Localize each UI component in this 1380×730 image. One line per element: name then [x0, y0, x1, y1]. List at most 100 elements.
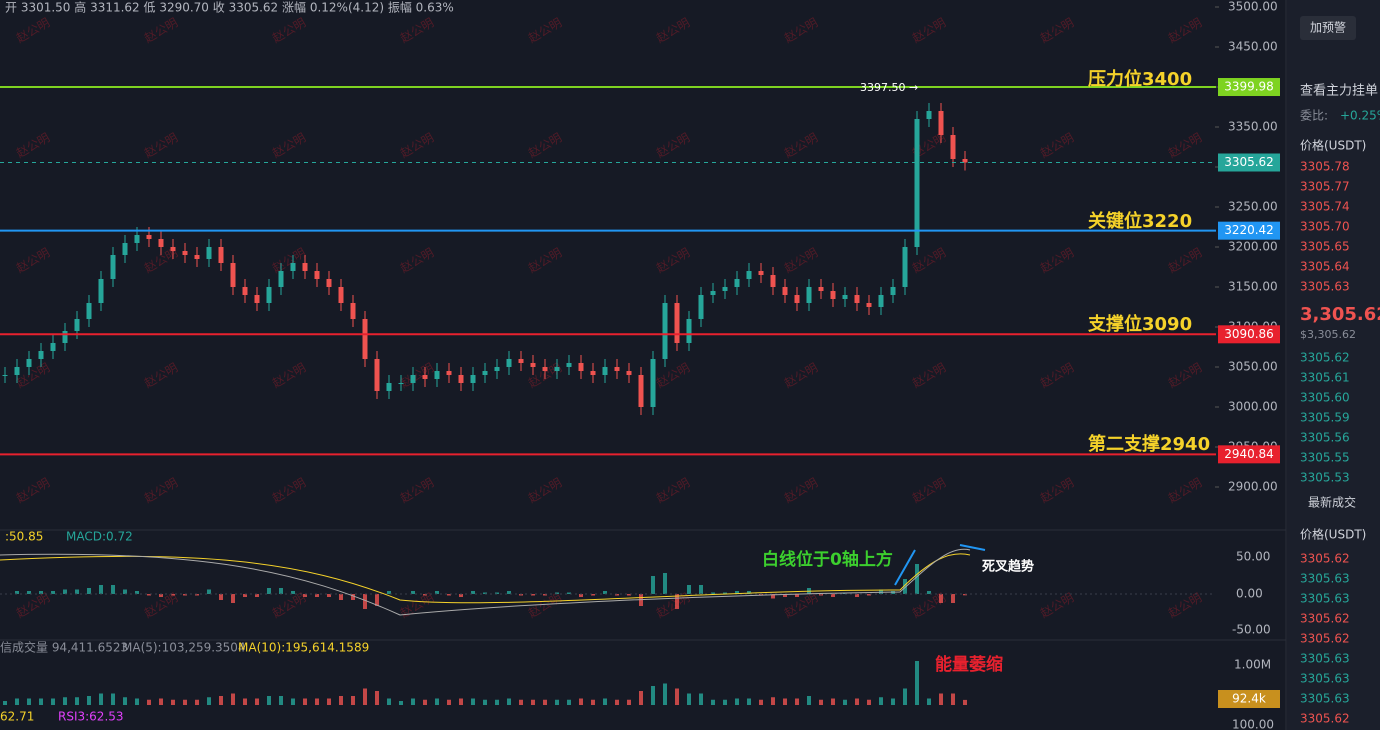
macd-bar — [51, 591, 55, 594]
bid-price: 3305.62 — [1300, 351, 1350, 365]
candle — [638, 375, 644, 407]
macd-bar — [543, 594, 547, 596]
vol-box — [1218, 690, 1280, 708]
candle — [146, 235, 152, 239]
macd-bar — [519, 594, 523, 596]
volume-bar — [519, 699, 523, 705]
candle — [722, 287, 728, 291]
volume-bar — [459, 698, 463, 705]
candle — [182, 251, 188, 255]
candle — [914, 119, 920, 247]
level-label: 3399.98 — [1224, 80, 1274, 94]
vol-ma10: MA(10):195,614.1589 — [238, 641, 369, 655]
macd-bar — [711, 592, 715, 594]
macd-bar — [507, 591, 511, 594]
macd-bar — [663, 573, 667, 594]
macd-bar — [111, 585, 115, 594]
volume-bar — [3, 701, 7, 705]
candle — [50, 343, 56, 351]
macd-bar — [279, 588, 283, 594]
volume-bar — [159, 698, 163, 705]
volume-bar — [219, 696, 223, 705]
macd-bar — [591, 594, 595, 596]
candle — [542, 367, 548, 371]
candle — [290, 263, 296, 271]
candle — [254, 295, 260, 303]
candle — [590, 371, 596, 375]
volume-bar — [111, 693, 115, 705]
rsi1: 62.71 — [0, 710, 34, 724]
volume-bar — [183, 699, 187, 705]
volume-bar — [171, 699, 175, 705]
volume-bar — [447, 699, 451, 705]
bid-price: 3305.61 — [1300, 371, 1350, 385]
volume-bar — [939, 693, 943, 705]
volume-bar — [699, 693, 703, 705]
candle — [518, 359, 524, 363]
volume-bar — [675, 688, 679, 705]
volume-bar — [279, 696, 283, 705]
alert-button[interactable] — [1300, 16, 1356, 40]
macd-bar — [387, 591, 391, 594]
ask-price: 3305.78 — [1300, 160, 1350, 174]
candle — [386, 383, 392, 391]
macd-bar — [147, 594, 151, 596]
annotation: 能量萎缩 — [935, 654, 1003, 675]
candle — [374, 359, 380, 391]
trades-title: 最新成交 — [1308, 495, 1356, 510]
macd-bar — [795, 594, 799, 597]
macd-bar — [423, 594, 427, 596]
volume-bar — [567, 699, 571, 705]
ask-price: 3305.63 — [1300, 280, 1350, 294]
volume-bar — [723, 699, 727, 705]
candle — [494, 367, 500, 371]
candle — [698, 295, 704, 319]
macd-bar — [339, 594, 343, 600]
macd-bar — [375, 594, 379, 606]
volume-bar — [291, 698, 295, 705]
volume-bar — [783, 698, 787, 705]
macd-bar — [579, 594, 583, 597]
volume-bar — [891, 698, 895, 705]
macd-bar — [771, 594, 775, 599]
macd-bar — [183, 594, 187, 596]
macd-tick: 50.00 — [1236, 550, 1270, 564]
main-orders[interactable]: 查看主力挂单 — [1300, 83, 1378, 99]
candle — [314, 271, 320, 279]
macd-bar — [687, 585, 691, 594]
macd-bar — [27, 591, 31, 594]
dif-line — [0, 553, 971, 604]
volume-bar — [51, 698, 55, 705]
candle — [446, 371, 452, 375]
volume-bar — [195, 699, 199, 705]
macd-bar — [879, 589, 883, 594]
last-price: 3,305.62 — [1300, 304, 1380, 325]
macd-bar — [951, 594, 955, 603]
trade-price: 3305.62 — [1300, 612, 1350, 626]
level-name: 压力位3400 — [1088, 68, 1192, 90]
candle — [662, 303, 668, 359]
candle — [470, 375, 476, 383]
macd-bar — [651, 576, 655, 594]
macd-bar — [627, 594, 631, 596]
level-name: 支撑位3090 — [1087, 313, 1192, 335]
candle — [350, 303, 356, 319]
y-tick-label: 3050.00 — [1228, 360, 1278, 374]
volume-bar — [411, 698, 415, 705]
candle — [674, 303, 680, 343]
vol-header: 信成交量 94,411.6523 — [0, 640, 128, 655]
volume-bar — [951, 693, 955, 705]
y-tick-label: 3150.00 — [1228, 280, 1278, 294]
alert-label[interactable]: 加预警 — [1310, 20, 1346, 35]
volume-bar — [207, 697, 211, 705]
trade-price: 3305.63 — [1300, 592, 1350, 606]
macd-bar — [483, 592, 487, 594]
macd-bar — [867, 594, 871, 596]
trade-price: 3305.63 — [1300, 672, 1350, 686]
volume-bar — [339, 696, 343, 705]
volume-bar — [603, 698, 607, 705]
macd-bar — [63, 589, 67, 594]
candle — [866, 303, 872, 307]
level-label: 3220.42 — [1224, 223, 1274, 237]
